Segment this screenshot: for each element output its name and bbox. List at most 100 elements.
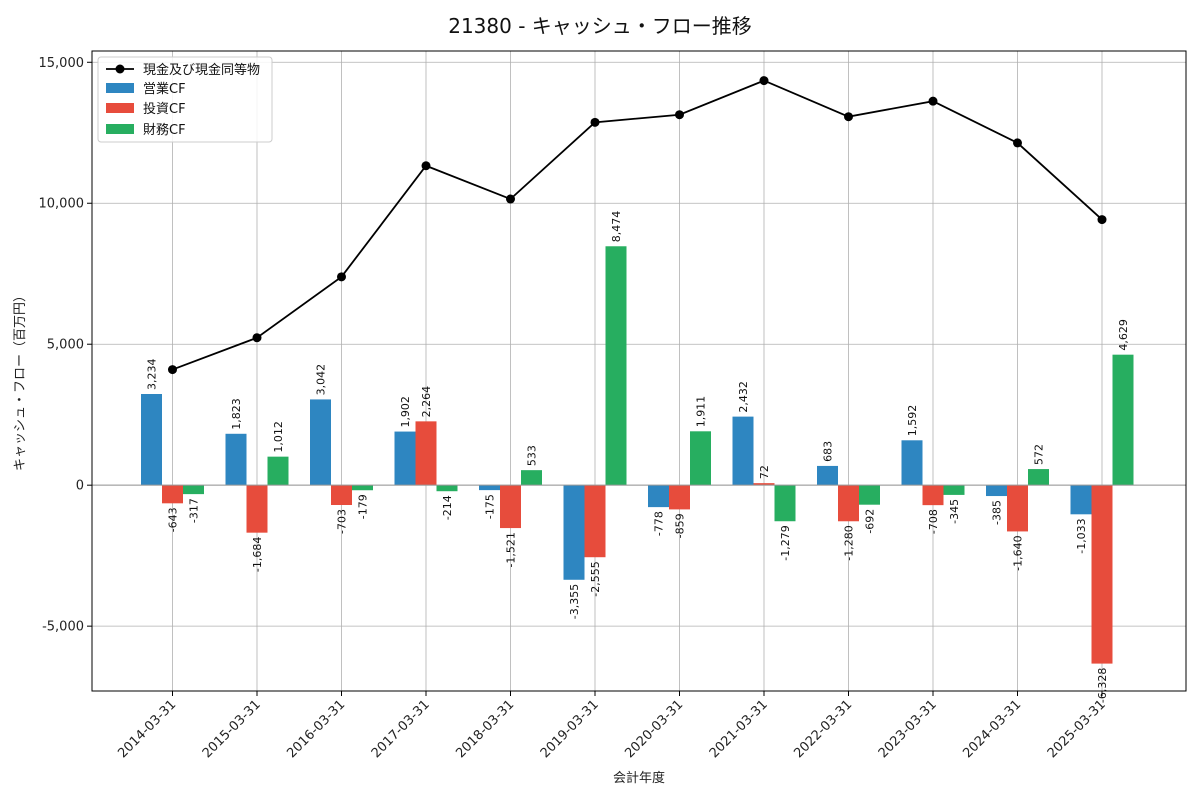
x-tick-label: 2025-03-31 [1045, 697, 1109, 761]
bar-investing-cf [753, 483, 775, 486]
bar-value-label: -1,279 [779, 525, 792, 560]
cash-line [172, 79, 1103, 371]
cash-point [928, 96, 938, 106]
bar-operating-cf [1070, 485, 1092, 515]
bar-value-label: 572 [1033, 444, 1046, 465]
bar-value-label: 533 [526, 445, 539, 466]
bar-value-label: 1,823 [230, 398, 243, 430]
bar-operating-cf [732, 416, 754, 486]
bar-operating-cf [563, 485, 585, 580]
bar-operating-cf [310, 399, 331, 486]
bar-value-label: -6,328 [1096, 668, 1109, 703]
bar-value-label: -778 [653, 511, 666, 536]
bar-value-label: 2,432 [737, 381, 750, 413]
x-tick-label: 2022-03-31 [791, 697, 855, 761]
x-tick-label: 2023-03-31 [876, 697, 940, 761]
cash-point [506, 194, 515, 204]
bar-financing-cf [774, 485, 796, 522]
bar-value-label: 3,042 [315, 364, 328, 396]
bar-operating-cf [394, 431, 416, 486]
bar-financing-cf [521, 470, 542, 486]
bar-value-label: -1,280 [843, 525, 856, 560]
bar-value-label: -692 [864, 509, 877, 534]
bar-financing-cf [1028, 469, 1049, 486]
bar-value-label: 8,474 [610, 211, 623, 243]
bar-financing-cf [1112, 354, 1134, 486]
x-ticks: 2014-03-31 2015-03-31 2016-03-31 2017-03-31… [115, 691, 1109, 761]
y-ticks: -5,000 0 5,000 10,000 15,000 [39, 56, 92, 635]
bar-investing-cf [415, 421, 437, 486]
cash-point [168, 365, 177, 375]
bar-financing-cf [352, 485, 373, 491]
bar-investing-cf [331, 485, 352, 506]
bar-value-label: -179 [357, 494, 370, 519]
bar-investing-cf [838, 485, 859, 522]
bar-value-label: 4,629 [1117, 319, 1130, 351]
bar-operating-cf [986, 485, 1007, 497]
bar-financing-cf [183, 485, 204, 495]
legend-frame [97, 56, 273, 143]
legend-swatch-investing [106, 103, 134, 113]
bar-investing-cf [500, 485, 521, 529]
bar-value-label: -3,355 [568, 584, 581, 619]
cash-line-series [168, 76, 1107, 375]
cash-point [844, 112, 853, 122]
bar-investing-cf [246, 485, 268, 533]
cash-point [252, 333, 262, 343]
bar-value-label: 1,592 [906, 405, 919, 437]
x-tick-label: 2014-03-31 [115, 697, 179, 761]
bars [141, 246, 1134, 664]
legend-line-marker [115, 64, 125, 74]
legend-label-investing: 投資CF [143, 101, 186, 117]
legend-label-operating: 営業CF [143, 81, 186, 97]
y-tick-label: 5,000 [47, 338, 84, 353]
grid [92, 51, 1186, 691]
legend: 現金及び現金同等物 営業CF 投資CF 財務CF [97, 56, 273, 143]
bar-operating-cf [479, 485, 500, 491]
bar-investing-cf [922, 485, 944, 506]
cash-point [421, 161, 431, 171]
bar-value-label: -1,521 [505, 532, 518, 567]
bar-value-label: -317 [188, 498, 201, 523]
x-tick-label: 2019-03-31 [538, 697, 602, 761]
bar-value-label: 1,012 [272, 421, 285, 453]
x-tick-label: 2021-03-31 [707, 697, 771, 761]
bar-investing-cf [669, 485, 690, 510]
bar-value-label: -1,684 [251, 537, 264, 572]
bar-value-label: 2,264 [420, 386, 433, 418]
bar-financing-cf [690, 431, 711, 486]
bar-value-label: -214 [441, 495, 454, 520]
x-tick-label: 2017-03-31 [369, 697, 433, 761]
bar-operating-cf [225, 433, 247, 486]
bar-value-label: -385 [991, 500, 1004, 525]
x-tick-label: 2018-03-31 [453, 697, 517, 761]
bar-investing-cf [584, 485, 606, 558]
bar-operating-cf [817, 465, 838, 486]
bar-investing-cf [1007, 485, 1028, 532]
bar-operating-cf [901, 440, 923, 486]
bar-value-label: 1,911 [695, 396, 708, 428]
x-tick-label: 2020-03-31 [622, 697, 686, 761]
bar-financing-cf [943, 485, 965, 495]
cash-point [759, 76, 769, 86]
bar-investing-cf [1091, 485, 1113, 664]
x-axis-title: 会計年度 [613, 770, 665, 786]
bar-financing-cf [267, 456, 289, 486]
bar-investing-cf [162, 485, 183, 504]
plot-frame [91, 50, 1187, 692]
bar-value-label: -1,640 [1012, 535, 1025, 570]
y-axis-title: キャッシュ・フロー（百万円） [13, 289, 28, 471]
x-tick-label: 2024-03-31 [960, 697, 1024, 761]
bar-financing-cf [859, 485, 880, 505]
bar-value-label: -2,555 [589, 561, 602, 596]
bar-value-label: -175 [484, 494, 497, 519]
bar-value-label: 72 [758, 465, 771, 479]
legend-label-financing: 財務CF [143, 123, 186, 138]
bar-value-label: -708 [927, 509, 940, 534]
bar-financing-cf [436, 485, 458, 492]
bar-value-label: 3,234 [146, 359, 159, 391]
legend-swatch-financing [106, 124, 134, 134]
bar-value-label: 683 [822, 441, 835, 462]
y-tick-label: 15,000 [39, 56, 85, 71]
